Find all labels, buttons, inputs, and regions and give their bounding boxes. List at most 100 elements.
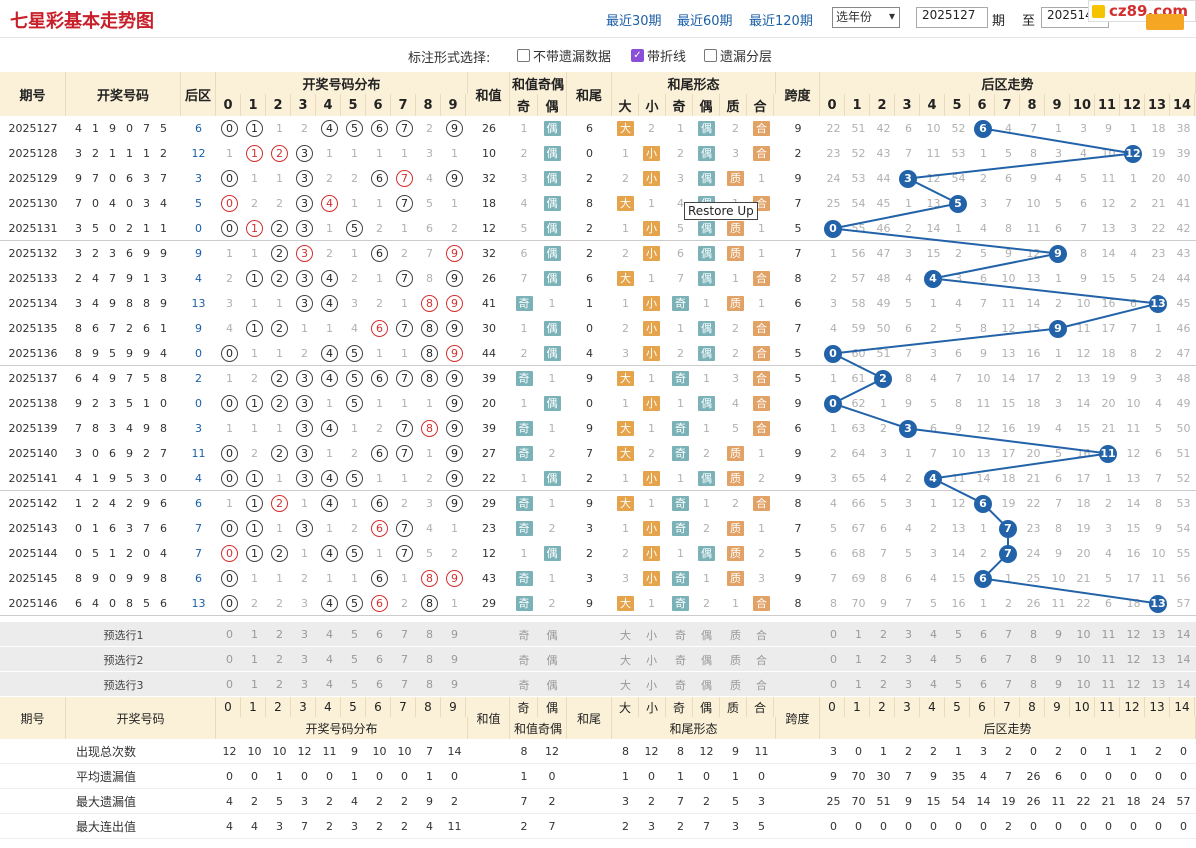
preselect-back-digit[interactable]: 8 bbox=[1030, 653, 1037, 666]
preselect-back-digit[interactable]: 14 bbox=[1176, 628, 1191, 641]
preselect-back-digit[interactable]: 6 bbox=[980, 653, 987, 666]
preselect-oe[interactable]: 奇 bbox=[518, 678, 530, 692]
preselect-back-digit[interactable]: 9 bbox=[1055, 678, 1062, 691]
preselect-digit[interactable]: 1 bbox=[251, 678, 258, 691]
preselect-digit[interactable]: 2 bbox=[276, 628, 283, 641]
preselect-back-digit[interactable]: 9 bbox=[1055, 653, 1062, 666]
preselect-digit[interactable]: 8 bbox=[426, 678, 433, 691]
option-line[interactable]: ✓ 带折线 bbox=[631, 46, 686, 65]
recent30-link[interactable]: 最近30期 bbox=[606, 14, 662, 29]
preselect-back-digit[interactable]: 14 bbox=[1176, 678, 1191, 691]
preselect-back-digit[interactable]: 13 bbox=[1151, 678, 1166, 691]
preselect-digit[interactable]: 1 bbox=[251, 628, 258, 641]
preselect-back-digit[interactable]: 3 bbox=[905, 628, 912, 641]
preselect-back-digit[interactable]: 0 bbox=[830, 678, 837, 691]
preselect-back-digit[interactable]: 7 bbox=[1005, 628, 1012, 641]
preselect-back-digit[interactable]: 12 bbox=[1126, 628, 1141, 641]
recent60-link[interactable]: 最近60期 bbox=[677, 14, 733, 29]
preselect-digit[interactable]: 3 bbox=[301, 653, 308, 666]
preselect-digit[interactable]: 8 bbox=[426, 628, 433, 641]
preselect-back-digit[interactable]: 8 bbox=[1030, 628, 1037, 641]
preselect-back-digit[interactable]: 7 bbox=[1005, 678, 1012, 691]
preselect-back-digit[interactable]: 14 bbox=[1176, 653, 1191, 666]
preselect-form[interactable]: 大 bbox=[620, 678, 631, 692]
preselect-back-digit[interactable]: 10 bbox=[1076, 628, 1091, 641]
preselect-form[interactable]: 偶 bbox=[701, 678, 712, 692]
preselect-back-digit[interactable]: 5 bbox=[955, 678, 962, 691]
preselect-digit[interactable]: 7 bbox=[401, 653, 408, 666]
preselect-oe[interactable]: 偶 bbox=[546, 653, 558, 667]
preselect-back-digit[interactable]: 0 bbox=[830, 653, 837, 666]
preselect-back-digit[interactable]: 6 bbox=[980, 678, 987, 691]
preselect-oe[interactable]: 偶 bbox=[546, 678, 558, 692]
preselect-back-digit[interactable]: 7 bbox=[1005, 653, 1012, 666]
preselect-back-digit[interactable]: 2 bbox=[880, 653, 887, 666]
preselect-form[interactable]: 偶 bbox=[701, 653, 712, 667]
preselect-form[interactable]: 合 bbox=[756, 628, 767, 642]
option-layer[interactable]: 遗漏分层 bbox=[704, 46, 772, 65]
preselect-back-digit[interactable]: 1 bbox=[855, 653, 862, 666]
preselect-back-digit[interactable]: 10 bbox=[1076, 678, 1091, 691]
preselect-digit[interactable]: 4 bbox=[326, 628, 333, 641]
preselect-back-digit[interactable]: 2 bbox=[880, 628, 887, 641]
preselect-back-digit[interactable]: 4 bbox=[930, 653, 937, 666]
preselect-row[interactable]: 预选行3 0 1 2 3 4 5 6 7 8 9 奇偶大小奇偶质合 0 1 2 3 4 5 6 7 8 9 10 11 12 13… bbox=[0, 672, 1196, 697]
preselect-form[interactable]: 小 bbox=[646, 653, 657, 667]
preselect-back-digit[interactable]: 12 bbox=[1126, 653, 1141, 666]
checkbox-checked-icon[interactable]: ✓ bbox=[631, 49, 644, 62]
preselect-digit[interactable]: 3 bbox=[301, 678, 308, 691]
checkbox-icon[interactable] bbox=[517, 49, 530, 62]
preselect-digit[interactable]: 0 bbox=[226, 628, 233, 641]
preselect-form[interactable]: 质 bbox=[730, 653, 741, 667]
preselect-digit[interactable]: 8 bbox=[426, 653, 433, 666]
preselect-back-digit[interactable]: 11 bbox=[1101, 628, 1116, 641]
preselect-form[interactable]: 大 bbox=[620, 628, 631, 642]
preselect-row[interactable]: 预选行2 0 1 2 3 4 5 6 7 8 9 奇偶大小奇偶质合 0 1 2 3 4 5 6 7 8 9 10 11 12 13… bbox=[0, 647, 1196, 672]
preselect-digit[interactable]: 2 bbox=[276, 678, 283, 691]
preselect-back-digit[interactable]: 9 bbox=[1055, 628, 1062, 641]
preselect-back-digit[interactable]: 1 bbox=[855, 678, 862, 691]
preselect-digit[interactable]: 4 bbox=[326, 678, 333, 691]
preselect-digit[interactable]: 4 bbox=[326, 653, 333, 666]
preselect-back-digit[interactable]: 13 bbox=[1151, 628, 1166, 641]
preselect-back-digit[interactable]: 6 bbox=[980, 628, 987, 641]
preselect-digit[interactable]: 0 bbox=[226, 653, 233, 666]
preselect-row[interactable]: 预选行1 0 1 2 3 4 5 6 7 8 9 奇偶大小奇偶质合 0 1 2 3 4 5 6 7 8 9 10 11 12 13… bbox=[0, 622, 1196, 647]
preselect-digit[interactable]: 5 bbox=[351, 678, 358, 691]
query-button[interactable] bbox=[1146, 14, 1184, 30]
preselect-back-digit[interactable]: 2 bbox=[880, 678, 887, 691]
preselect-form[interactable]: 奇 bbox=[675, 678, 686, 692]
preselect-form[interactable]: 大 bbox=[620, 653, 631, 667]
preselect-form[interactable]: 合 bbox=[756, 678, 767, 692]
preselect-back-digit[interactable]: 1 bbox=[855, 628, 862, 641]
preselect-form[interactable]: 小 bbox=[646, 678, 657, 692]
preselect-oe[interactable]: 偶 bbox=[546, 628, 558, 642]
preselect-back-digit[interactable]: 13 bbox=[1151, 653, 1166, 666]
preselect-digit[interactable]: 5 bbox=[351, 628, 358, 641]
preselect-oe[interactable]: 奇 bbox=[518, 653, 530, 667]
from-period-input[interactable]: 2025127 bbox=[916, 7, 988, 28]
preselect-form[interactable]: 质 bbox=[730, 628, 741, 642]
preselect-back-digit[interactable]: 3 bbox=[905, 653, 912, 666]
preselect-digit[interactable]: 7 bbox=[401, 628, 408, 641]
preselect-digit[interactable]: 2 bbox=[276, 653, 283, 666]
preselect-digit[interactable]: 7 bbox=[401, 678, 408, 691]
preselect-back-digit[interactable]: 11 bbox=[1101, 678, 1116, 691]
preselect-digit[interactable]: 1 bbox=[251, 653, 258, 666]
preselect-form[interactable]: 偶 bbox=[701, 628, 712, 642]
preselect-digit[interactable]: 9 bbox=[451, 628, 458, 641]
preselect-back-digit[interactable]: 8 bbox=[1030, 678, 1037, 691]
preselect-digit[interactable]: 9 bbox=[451, 653, 458, 666]
preselect-back-digit[interactable]: 5 bbox=[955, 653, 962, 666]
preselect-digit[interactable]: 6 bbox=[376, 628, 383, 641]
preselect-back-digit[interactable]: 4 bbox=[930, 628, 937, 641]
preselect-back-digit[interactable]: 4 bbox=[930, 678, 937, 691]
preselect-digit[interactable]: 6 bbox=[376, 653, 383, 666]
preselect-back-digit[interactable]: 12 bbox=[1126, 678, 1141, 691]
preselect-form[interactable]: 小 bbox=[646, 628, 657, 642]
recent120-link[interactable]: 最近120期 bbox=[749, 14, 813, 29]
preselect-back-digit[interactable]: 0 bbox=[830, 628, 837, 641]
preselect-form[interactable]: 奇 bbox=[675, 653, 686, 667]
preselect-back-digit[interactable]: 3 bbox=[905, 678, 912, 691]
option-no-miss[interactable]: 不带遗漏数据 bbox=[517, 46, 611, 65]
